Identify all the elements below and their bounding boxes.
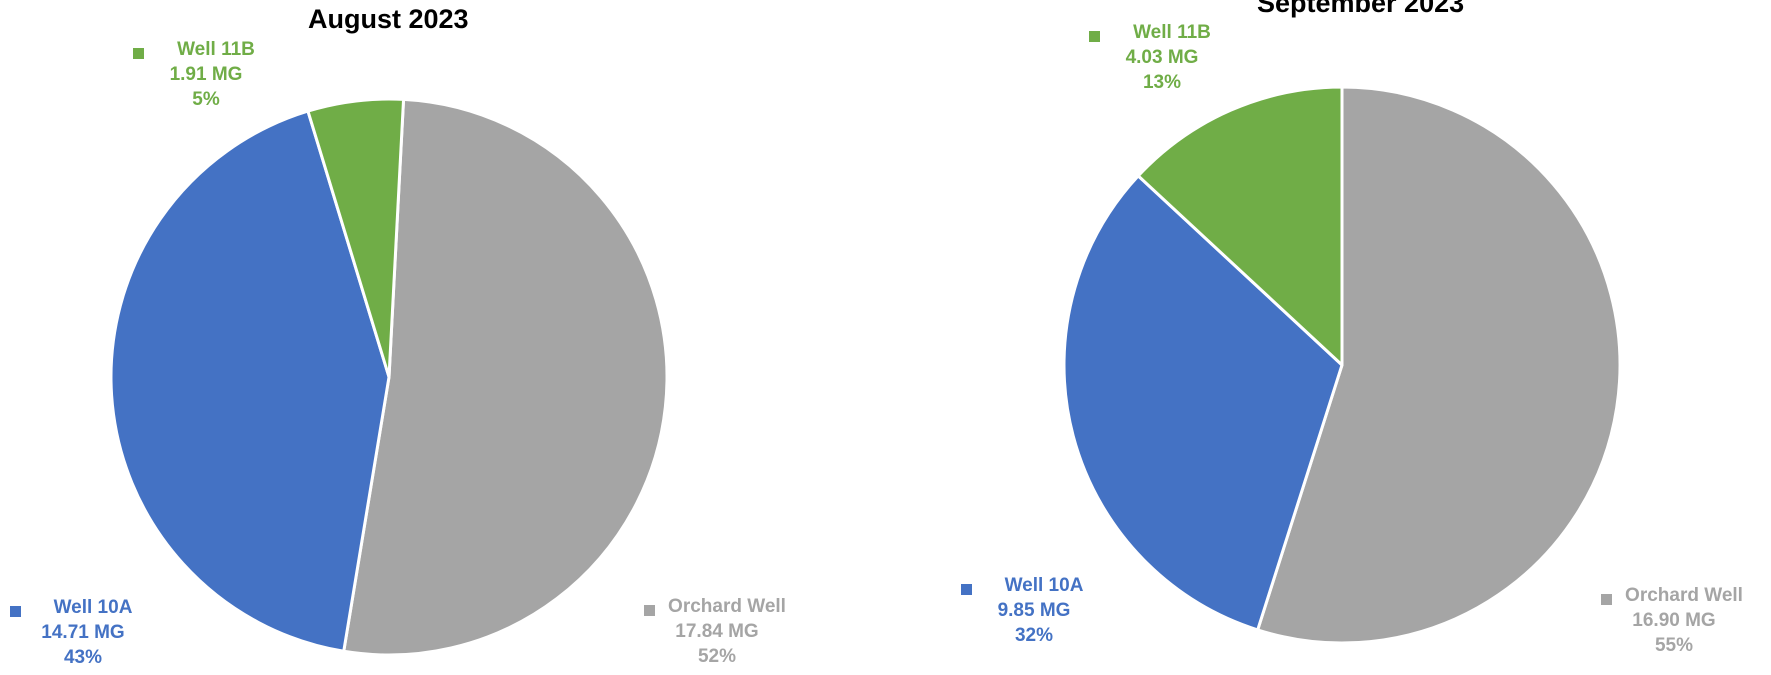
label-text-well-10a: Well 10A 14.71 MG 43% [41, 597, 132, 668]
pie-august-2023: Orchard Well 17.84 MG 52% Well 10A 14.71 MG 4… [10, 39, 786, 668]
series-name: Well 11B [177, 39, 255, 60]
pie-slice-well-10a [109, 109, 391, 653]
value-label: 16.90 MG [1632, 610, 1715, 631]
data-label-well-11b: Well 11B 4.03 MG 13% [1089, 22, 1211, 93]
legend-key-well-11b [133, 48, 144, 59]
label-text-orchard-well: Orchard Well 17.84 MG 52% [668, 596, 786, 667]
legend-key-orchard-well [1601, 594, 1612, 605]
data-label-orchard-well: Orchard Well 16.90 MG 55% [1601, 585, 1743, 656]
pie-slice-well-10a [1062, 174, 1344, 632]
series-name: Well 11B [1133, 22, 1211, 43]
series-name: Well 10A [1005, 575, 1084, 596]
value-label: 14.71 MG [41, 622, 124, 643]
value-label: 9.85 MG [998, 600, 1071, 621]
percent-label: 32% [1015, 625, 1053, 646]
percent-label: 13% [1143, 72, 1181, 93]
legend-key-orchard-well [644, 605, 655, 616]
legend-key-well-10a [10, 606, 21, 617]
data-label-well-11b: Well 11B 1.91 MG 5% [133, 39, 255, 110]
pie-september-2023: Orchard Well 16.90 MG 55% Well 10A 9.85 MG 32… [961, 22, 1743, 656]
data-label-well-10a: Well 10A 9.85 MG 32% [961, 575, 1084, 646]
percent-label: 5% [192, 89, 220, 110]
percent-label: 55% [1655, 635, 1693, 656]
legend-key-well-11b [1089, 31, 1100, 42]
label-text-orchard-well: Orchard Well 16.90 MG 55% [1625, 585, 1743, 656]
label-text-well-11b: Well 11B 1.91 MG 5% [170, 39, 255, 110]
value-label: 17.84 MG [675, 621, 758, 642]
series-name: Orchard Well [1625, 585, 1743, 606]
series-name: Orchard Well [668, 596, 786, 617]
pie-slice-well-11b [1136, 85, 1344, 367]
label-text-well-11b: Well 11B 4.03 MG 13% [1126, 22, 1211, 93]
data-label-well-10a: Well 10A 14.71 MG 43% [10, 597, 133, 668]
legend-key-well-10a [961, 584, 972, 595]
pie-slice-orchard-well [342, 97, 669, 657]
value-label: 4.03 MG [1126, 47, 1199, 68]
data-label-orchard-well: Orchard Well 17.84 MG 52% [644, 596, 786, 667]
value-label: 1.91 MG [170, 64, 243, 85]
label-text-well-10a: Well 10A 9.85 MG 32% [998, 575, 1084, 646]
percent-label: 43% [64, 647, 102, 668]
chart-title-august: August 2023 [308, 4, 469, 34]
series-name: Well 10A [54, 597, 133, 618]
pie-slice-well-11b [306, 97, 406, 379]
percent-label: 52% [698, 646, 736, 667]
pie-slice-orchard-well [1256, 85, 1622, 645]
chart-title-september: September 2023 [1257, 0, 1465, 18]
